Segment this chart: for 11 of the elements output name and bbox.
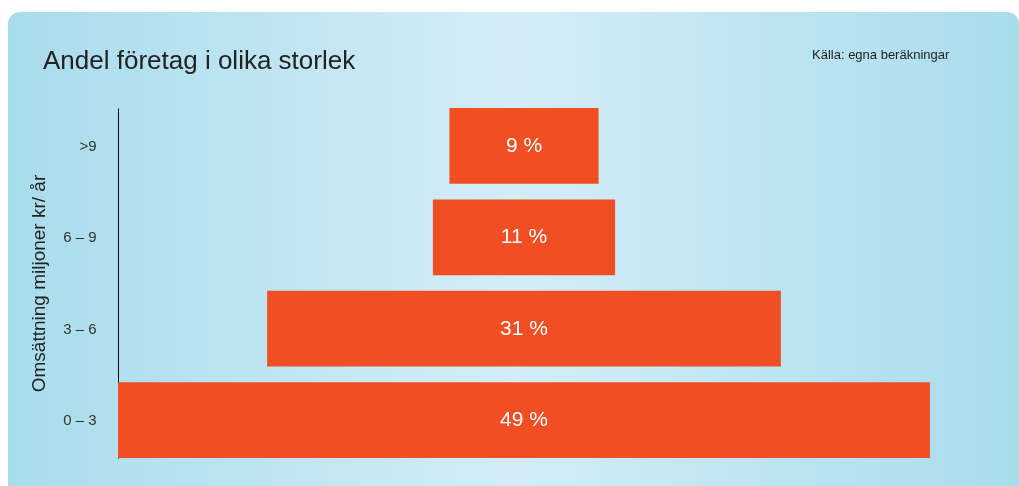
category-label: 6 – 9 bbox=[63, 228, 97, 246]
category-label: 0 – 3 bbox=[63, 411, 97, 429]
text: Källa: egna beräkningar bbox=[812, 46, 950, 63]
text: Omsättning miljoner kr/ år bbox=[28, 174, 50, 393]
data-label: 9 % bbox=[505, 132, 543, 156]
data-label: 31 % bbox=[500, 315, 548, 339]
text: Andel företag i olika storlek bbox=[43, 45, 357, 75]
data-label: 49 % bbox=[500, 407, 548, 431]
category-label: 3 – 6 bbox=[63, 319, 97, 337]
data-label: 11 % bbox=[500, 224, 548, 248]
category-label: >9 bbox=[79, 136, 97, 154]
